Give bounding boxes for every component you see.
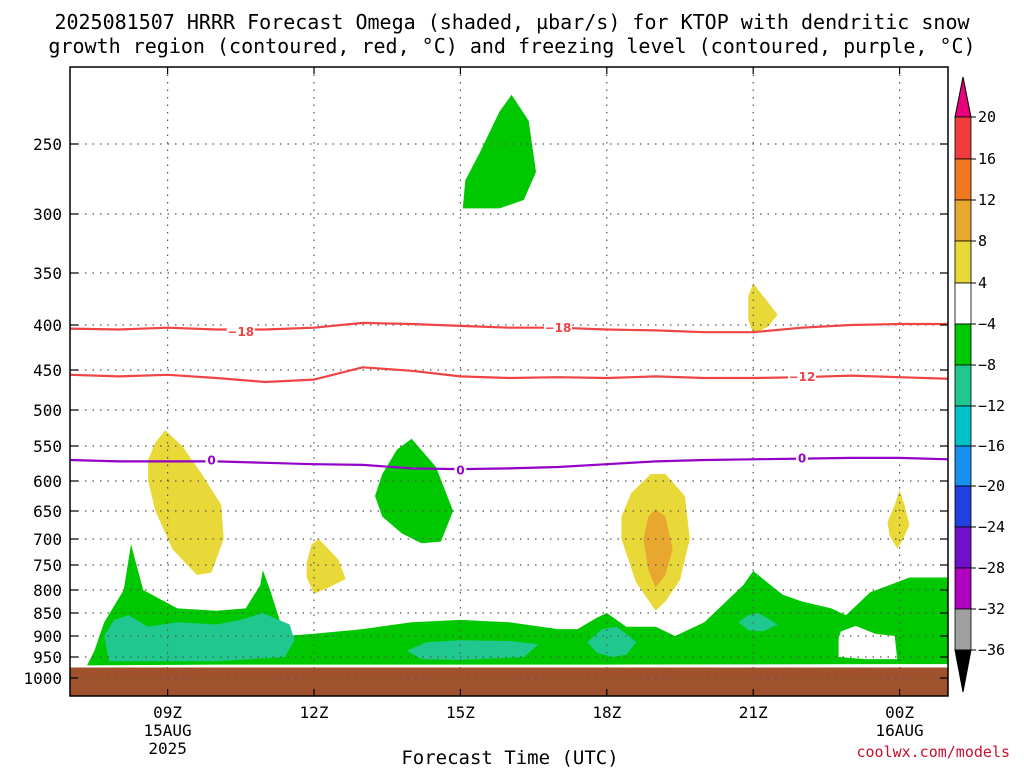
x-axis-label: Forecast Time (UTC) bbox=[401, 747, 618, 768]
plot-inner: −18 −18 −12 0 0 0 bbox=[70, 67, 948, 696]
plot-frame bbox=[69, 66, 949, 697]
y-tick-label: 800 bbox=[33, 581, 62, 600]
omega-region-teal-18z bbox=[587, 626, 637, 657]
colorbar-tick-label: −24 bbox=[978, 518, 1005, 536]
contour-label-bg bbox=[796, 450, 808, 465]
y-tick-label: 350 bbox=[33, 264, 62, 283]
y-tick-label: 850 bbox=[33, 604, 62, 623]
chart-title-line1: 2025081507 HRRR Forecast Omega (shaded, … bbox=[54, 10, 970, 34]
contour-label-0: 0 bbox=[456, 463, 464, 477]
colorbar-bin bbox=[954, 485, 972, 528]
colorbar-tick-label: −12 bbox=[978, 397, 1005, 415]
contour-label-bg bbox=[454, 462, 467, 477]
chart-title-line2: growth region (contoured, red, °C) and f… bbox=[48, 34, 975, 58]
y-tick-label: 950 bbox=[33, 648, 62, 667]
y-tick-label: 750 bbox=[33, 556, 62, 575]
contour-line-0 bbox=[70, 456, 948, 471]
colorbar-bin bbox=[954, 116, 972, 160]
contour-label-bg bbox=[788, 369, 816, 384]
omega-region-teal-center bbox=[406, 640, 539, 660]
colorbar-tick-label: −16 bbox=[978, 437, 1005, 455]
omega-region-yellow-12z bbox=[306, 539, 346, 594]
colorbar-tick-label: −32 bbox=[978, 600, 1005, 618]
colorbar-bin bbox=[954, 405, 972, 447]
colorbar-tick-label: −28 bbox=[978, 559, 1005, 577]
contour-label--18: −18 bbox=[227, 325, 254, 339]
colorbar-tick-label: 4 bbox=[978, 274, 987, 292]
omega-region-orange-19z bbox=[643, 509, 673, 588]
plot-area: −18 −18 −12 0 0 0 250 300 350 400 450 500 550 600 650 7… bbox=[23, 66, 949, 758]
omega-region-white-gap bbox=[838, 625, 898, 660]
y-tick-label: 600 bbox=[33, 472, 62, 491]
x-tick-label: 00Z bbox=[885, 703, 914, 722]
colorbar-bin bbox=[954, 608, 972, 651]
credit-text: coolwx.com/models bbox=[856, 743, 1010, 761]
y-tick-label: 500 bbox=[33, 401, 62, 420]
contour-label-bg bbox=[205, 453, 218, 467]
omega-region-green-blob-upper bbox=[462, 94, 536, 209]
colorbar-tick-label: −20 bbox=[978, 477, 1005, 495]
omega-region-teal-left bbox=[104, 613, 295, 662]
y-tick-label: 550 bbox=[33, 437, 62, 456]
colorbar-bin bbox=[954, 526, 972, 569]
colorbar-bin bbox=[954, 240, 972, 284]
y-tick-label: 900 bbox=[33, 627, 62, 646]
colorbar-tick-label: 8 bbox=[978, 232, 987, 250]
contour-label--12: −12 bbox=[789, 370, 816, 384]
x-tick-date: 16AUG bbox=[876, 721, 924, 740]
colorbar-tick-label: 16 bbox=[978, 150, 996, 168]
x-tick-label: 15Z bbox=[446, 703, 475, 722]
y-tick-label: 700 bbox=[33, 530, 62, 549]
omega-region-yellow-21z bbox=[748, 283, 778, 334]
contour-label-0: 0 bbox=[798, 451, 806, 465]
omega-region-green-layer bbox=[87, 544, 948, 666]
y-tick-label: 1000 bbox=[23, 669, 62, 688]
y-tick-label: 300 bbox=[33, 205, 62, 224]
contour-label-0: 0 bbox=[207, 454, 215, 468]
x-tick-label: 21Z bbox=[739, 703, 768, 722]
contour-label-bg bbox=[226, 324, 255, 339]
y-tick-label: 250 bbox=[33, 135, 62, 154]
colorbar-top-arrow bbox=[954, 76, 972, 118]
x-tick-label: 12Z bbox=[300, 703, 329, 722]
omega-region-yellow-right bbox=[887, 490, 910, 549]
x-tick-date: 15AUG bbox=[144, 721, 192, 740]
colorbar-bin bbox=[954, 199, 972, 242]
colorbar-bin bbox=[954, 445, 972, 487]
colorbar-tick-label: −4 bbox=[978, 315, 996, 333]
colorbar-tick-label: −8 bbox=[978, 356, 996, 374]
omega-region-teal-21z bbox=[738, 613, 778, 632]
contour-line--18 bbox=[70, 321, 948, 334]
colorbar: 20 16 12 8 4 −4 −8 −12 −16 −20 −24 −28 −32 −36 bbox=[954, 76, 1005, 693]
colorbar-tick-label: −36 bbox=[978, 641, 1005, 659]
colorbar-bin bbox=[954, 158, 972, 201]
colorbar-bin bbox=[954, 282, 972, 325]
ground-surface bbox=[70, 667, 948, 696]
colorbar-bin bbox=[954, 364, 972, 407]
y-tick-label: 450 bbox=[33, 361, 62, 380]
y-tick-label: 650 bbox=[33, 502, 62, 521]
x-tick-label: 09Z bbox=[153, 703, 182, 722]
contour-label-bg bbox=[544, 320, 572, 335]
colorbar-tick-label: 20 bbox=[978, 108, 996, 126]
x-tick-label: 18Z bbox=[592, 703, 621, 722]
colorbar-bottom-arrow bbox=[954, 649, 972, 693]
y-tick-label: 400 bbox=[33, 316, 62, 335]
contour-label--18: −18 bbox=[545, 321, 572, 335]
omega-region-yellow-left bbox=[148, 430, 224, 575]
omega-region-green-blob-mid bbox=[375, 438, 454, 544]
colorbar-tick-label: 12 bbox=[978, 191, 996, 209]
colorbar-bin bbox=[954, 323, 972, 366]
colorbar-bin bbox=[954, 567, 972, 610]
contour-line--12 bbox=[70, 366, 948, 384]
x-tick-year: 2025 bbox=[148, 739, 187, 758]
